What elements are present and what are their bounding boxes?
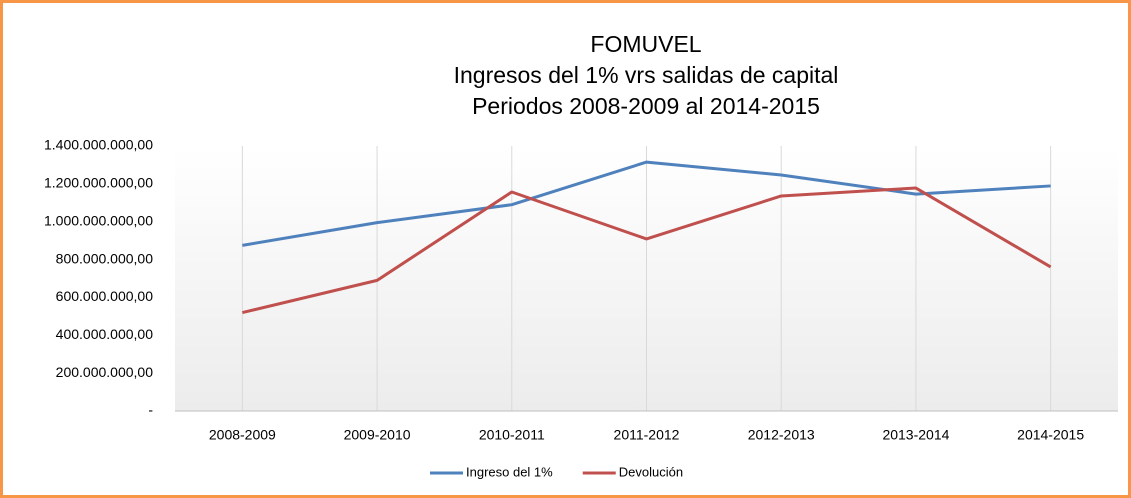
legend-label: Devolución (619, 464, 683, 479)
x-tick-label: 2014-2015 (1017, 427, 1084, 443)
x-tick-label: 2011-2012 (614, 427, 680, 443)
y-tick-label: 800.000.000,00 (56, 250, 154, 266)
line-series (242, 160, 1051, 247)
x-tick-label: 2008-2009 (209, 427, 276, 443)
x-tick-label: 2009-2010 (344, 427, 411, 443)
y-tick-label: 1.000.000.000,00 (44, 212, 153, 228)
y-tick-label: 1.400.000.000,00 (44, 137, 153, 153)
x-tick-label: 2010-2011 (479, 427, 545, 443)
chart-title: Periodos 2008-2009 al 2014-2015 (472, 93, 820, 119)
chart-title: Ingresos del 1% vrs salidas de capital (454, 62, 839, 88)
line-series (242, 186, 1052, 315)
y-tick-label: 200.000.000,00 (56, 364, 154, 380)
x-tick-label: 2013-2014 (882, 427, 949, 443)
y-tick-label: 400.000.000,00 (56, 326, 154, 342)
y-tick-label: - (148, 402, 153, 418)
chart-title: FOMUVEL (590, 31, 701, 57)
legend-label: Ingreso del 1% (466, 464, 553, 479)
x-tick-label: 2012-2013 (748, 427, 815, 443)
y-tick-label: 600.000.000,00 (56, 288, 154, 304)
y-tick-label: 1.200.000.000,00 (44, 175, 153, 191)
